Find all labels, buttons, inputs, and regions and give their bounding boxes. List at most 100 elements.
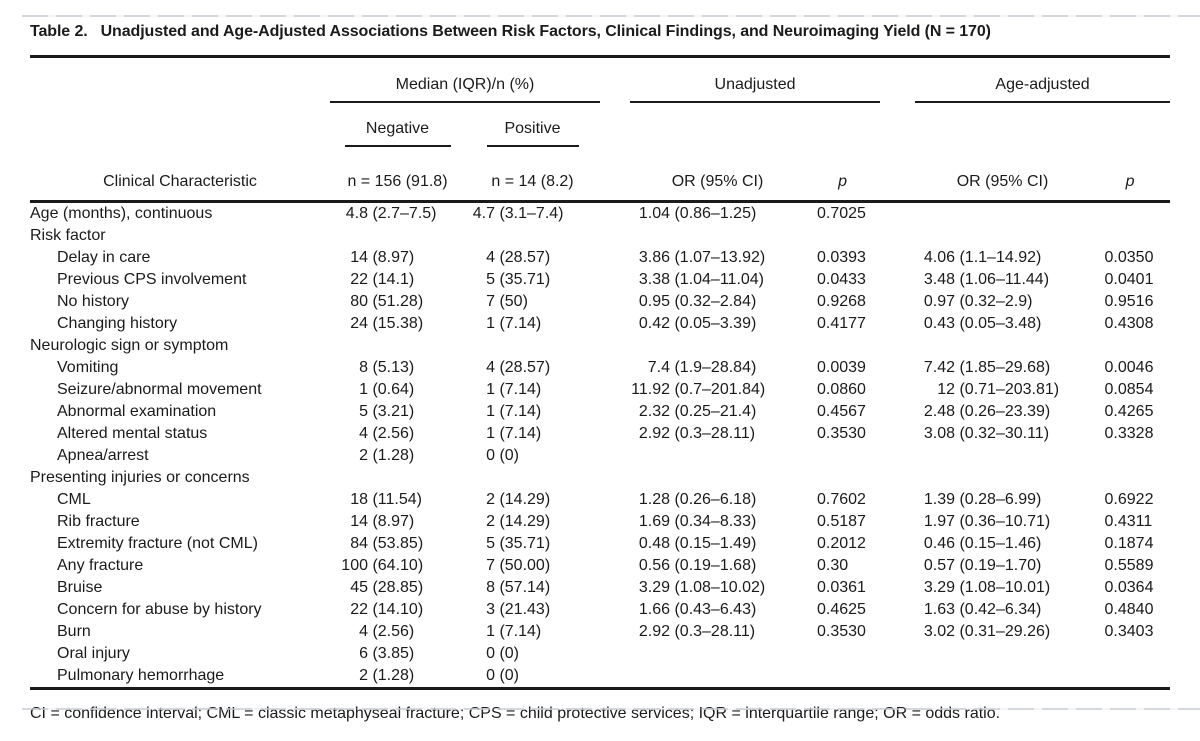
cell-p-unadjusted: 0.3530 (805, 423, 880, 445)
cell-or-age-adjusted (915, 335, 1090, 357)
value-rest: (0.31–29.26) (955, 623, 1051, 640)
cell-negative: 14 (8.97) (330, 247, 465, 269)
spacer-cell (880, 313, 915, 335)
cell-p-age-adjusted: 0.3403 (1090, 621, 1170, 643)
value-rest: (7.14) (495, 381, 542, 398)
value-lead: 5 (486, 535, 495, 552)
value-rest: (28.85) (368, 579, 424, 596)
value-rest: (8.97) (368, 249, 415, 266)
value-lead: 0 (486, 447, 495, 464)
table-row: Pulmonary hemorrhage 2 (1.28) 0 (0) (30, 665, 1170, 689)
value-rest: (7.14) (495, 403, 542, 420)
cell-positive (465, 335, 600, 357)
cell-p-age-adjusted: 0.0046 (1090, 357, 1170, 379)
cell-negative: 4 (2.56) (330, 423, 465, 445)
value-lead: 0.57 (923, 557, 956, 574)
cell-or-unadjusted: 3.86 (1.07–13.92) (630, 247, 805, 269)
cell-or-age-adjusted (915, 445, 1090, 467)
value-rest: (3.21) (368, 403, 415, 420)
group-header-row: Median (IQR)/n (%) Unadjusted Age-adjust… (30, 56, 1171, 103)
cell-characteristic: Seizure/abnormal movement (57, 381, 262, 398)
value-lead: 14 (350, 513, 368, 530)
value-rest: (0.26–6.18) (670, 491, 757, 508)
table-row: Delay in care 14 (8.97) 4 (28.57) 3.86 (1.0… (30, 247, 1170, 269)
spacer-cell (880, 599, 915, 621)
p-value: 0.4311 (1104, 513, 1153, 530)
spacer-cell (600, 357, 630, 379)
spacer-cell (600, 247, 630, 269)
spacer-cell (880, 511, 915, 533)
p-value: 0.0393 (817, 249, 866, 266)
cell-or-unadjusted: 0.48 (0.15–1.49) (630, 533, 805, 555)
cell-or-unadjusted: 1.28 (0.26–6.18) (630, 489, 805, 511)
cell-p-age-adjusted: 0.3328 (1090, 423, 1170, 445)
cell-positive: 1 (7.14) (465, 379, 600, 401)
cell-or-unadjusted: 3.29 (1.08–10.02) (630, 577, 805, 599)
cell-or-age-adjusted: 0.57 (0.19–1.70) (915, 555, 1090, 577)
value-rest: (15.38) (368, 315, 424, 332)
cell-characteristic: Any fracture (57, 557, 144, 574)
value-rest: (0) (495, 447, 519, 464)
p-value: 0.0860 (817, 381, 866, 398)
spacer-cell (600, 445, 630, 467)
cell-or-unadjusted: 3.38 (1.04–11.04) (630, 269, 805, 291)
cell-or-age-adjusted (915, 643, 1090, 665)
cell-characteristic: Abnormal examination (57, 403, 217, 420)
value-lead: 1.28 (638, 491, 671, 508)
value-lead: 5 (486, 271, 495, 288)
column-header-row: Clinical Characteristic n = 156 (91.8) n… (30, 147, 1171, 203)
p-value: 0.0401 (1104, 271, 1154, 288)
value-lead: 4.8 (345, 205, 368, 222)
cell-characteristic: Apnea/arrest (57, 447, 149, 464)
cell-or-unadjusted: 2.92 (0.3–28.11) (630, 423, 805, 445)
cell-or-age-adjusted: 3.02 (0.31–29.26) (915, 621, 1090, 643)
value-rest: (0.32–2.84) (670, 293, 757, 310)
value-rest: (0.25–21.4) (670, 403, 757, 420)
p-value: 0.3328 (1104, 425, 1154, 442)
value-lead: 3.86 (638, 249, 671, 266)
spacer-cell (880, 665, 915, 689)
value-rest: (0.05–3.48) (955, 315, 1042, 332)
p-value: 0.0046 (1104, 359, 1154, 376)
value-lead: 1.04 (638, 205, 671, 222)
value-rest: (1.28) (368, 667, 415, 684)
value-rest: (14.10) (368, 601, 424, 618)
cell-or-age-adjusted: 0.97 (0.32–2.9) (915, 291, 1090, 313)
value-rest: (2.56) (368, 623, 415, 640)
cell-p-unadjusted: 0.0039 (805, 357, 880, 379)
value-rest: (0.34–8.33) (670, 513, 757, 530)
cell-or-age-adjusted: 3.08 (0.32–30.11) (915, 423, 1090, 445)
value-lead: 8 (486, 579, 495, 596)
cell-negative: 2 (1.28) (330, 445, 465, 467)
p-value: 0.3403 (1104, 623, 1154, 640)
cell-negative: 24 (15.38) (330, 313, 465, 335)
column-header-characteristic: Clinical Characteristic (30, 147, 330, 203)
spacer-cell (600, 401, 630, 423)
value-lead: 18 (350, 491, 368, 508)
cell-or-unadjusted (630, 335, 805, 357)
value-lead: 3 (486, 601, 495, 618)
value-rest: (1.1–14.92) (955, 249, 1042, 266)
p-value: 0.9516 (1104, 293, 1154, 310)
cell-p-age-adjusted: 0.0401 (1090, 269, 1170, 291)
value-lead: 12 (937, 381, 956, 398)
sub-header-negative: Negative (330, 102, 465, 147)
value-lead: 1 (486, 315, 495, 332)
cell-or-unadjusted: 7.4 (1.9–28.84) (630, 357, 805, 379)
cell-characteristic: Neurologic sign or symptom (30, 337, 229, 354)
spacer-cell (880, 489, 915, 511)
cell-or-unadjusted: 11.92 (0.7–201.84) (630, 379, 805, 401)
value-lead: 11.92 (631, 381, 671, 398)
value-rest: (7.14) (495, 623, 542, 640)
positive-underline (486, 145, 579, 147)
table-title-text: Unadjusted and Age-Adjusted Associations… (100, 23, 991, 40)
p-value: 0.4177 (817, 315, 866, 332)
sub-header-negative-label: Negative (365, 120, 430, 137)
group-header-age-adjusted: Age-adjusted (915, 56, 1171, 103)
value-lead: 8 (359, 359, 368, 376)
sub-header-positive: Positive (465, 102, 600, 147)
cell-or-unadjusted: 1.04 (0.86–1.25) (630, 202, 805, 226)
table-body: Age (months), continuous 4.8 (2.7–7.5) 4.7… (30, 202, 1170, 689)
value-lead: 1.63 (923, 601, 956, 618)
